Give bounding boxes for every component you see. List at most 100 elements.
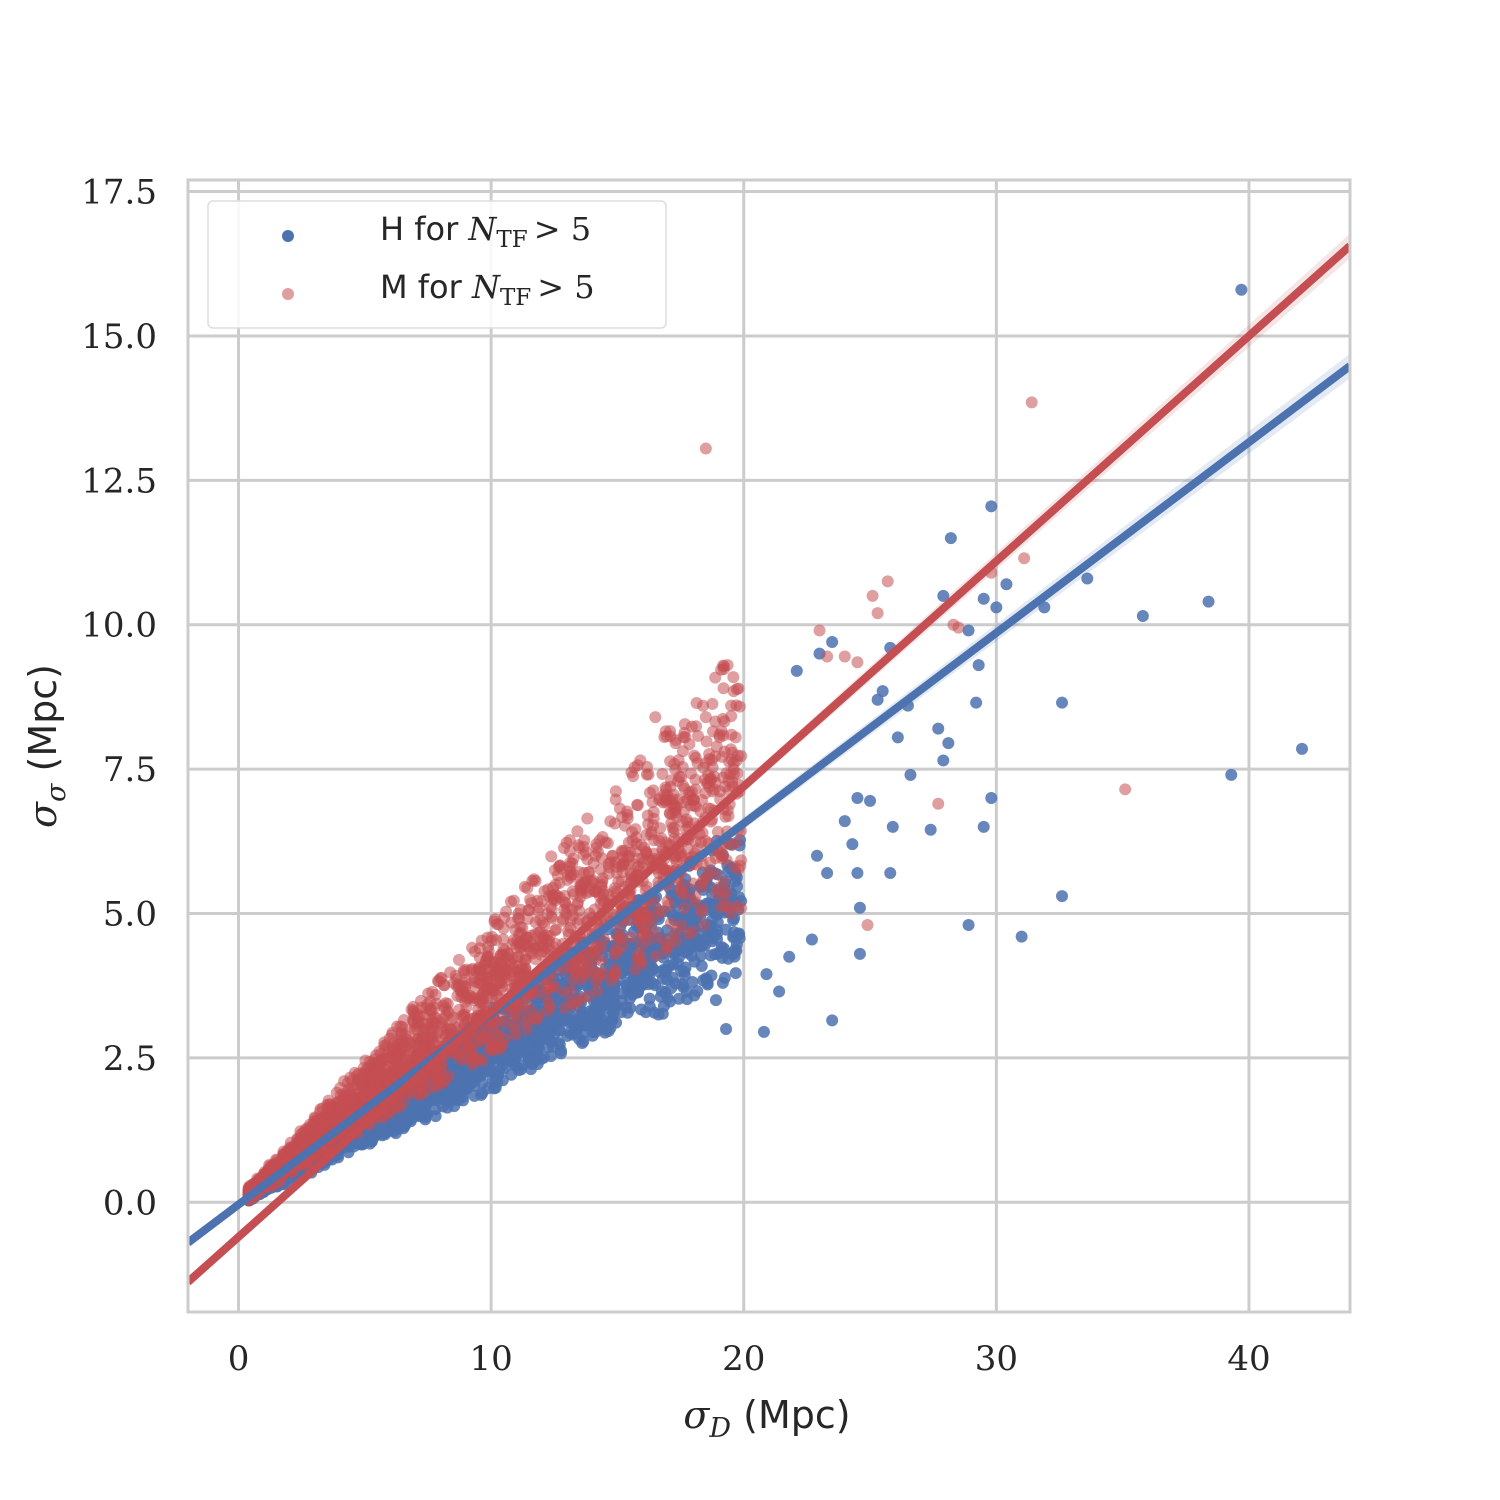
- scatter-point: [846, 838, 859, 851]
- scatter-point: [700, 735, 713, 748]
- scatter-point: [687, 877, 700, 890]
- scatter-point: [853, 901, 866, 914]
- scatter-point: [665, 982, 678, 995]
- scatter-point: [569, 1014, 582, 1027]
- scatter-point: [528, 873, 541, 886]
- scatter-point: [672, 992, 685, 1005]
- scatter-point: [694, 950, 707, 963]
- scatter-point: [691, 985, 704, 998]
- scatter-point: [661, 895, 674, 908]
- scatter-point: [932, 722, 945, 735]
- scatter-point: [972, 659, 985, 672]
- scatter-point: [556, 914, 569, 927]
- scatter-point: [686, 916, 699, 929]
- scatter-point: [690, 697, 703, 710]
- scatter-point: [587, 1012, 600, 1025]
- scatter-point: [678, 969, 691, 982]
- scatter-point: [783, 950, 796, 963]
- scatter-point: [581, 812, 594, 825]
- scatter-point: [586, 1029, 599, 1042]
- scatter-point: [720, 767, 733, 780]
- scatter-point: [653, 965, 666, 978]
- scatter-point: [673, 950, 686, 963]
- scatter-point: [709, 994, 722, 1007]
- scatter-point: [715, 663, 728, 676]
- scatter-point: [732, 927, 745, 940]
- scatter-point: [545, 903, 558, 916]
- scatter-point: [425, 1035, 438, 1048]
- scatter-point: [489, 1081, 502, 1094]
- scatter-point: [515, 963, 528, 976]
- scatter-point: [660, 783, 673, 796]
- scatter-point: [500, 905, 513, 918]
- scatter-point: [344, 1071, 357, 1084]
- scatter-point: [452, 953, 465, 966]
- scatter-point: [640, 828, 653, 841]
- scatter-point: [727, 947, 740, 960]
- scatter-point: [609, 785, 622, 798]
- scatter-point: [719, 923, 732, 936]
- scatter-point: [760, 968, 773, 981]
- scatter-point: [731, 880, 744, 893]
- scatter-point: [838, 815, 851, 828]
- scatter-point: [942, 737, 955, 750]
- scatter-point: [625, 931, 638, 944]
- scatter-point: [608, 963, 621, 976]
- scatter-point: [647, 896, 660, 909]
- scatter-point: [773, 985, 786, 998]
- scatter-point: [458, 966, 471, 979]
- scatter-point: [656, 796, 669, 809]
- scatter-point: [716, 976, 729, 989]
- scatter-point: [520, 1023, 533, 1036]
- scatter-point: [428, 1001, 441, 1014]
- scatter-point: [851, 791, 864, 804]
- scatter-point: [521, 912, 534, 925]
- scatter-point: [618, 819, 631, 832]
- scatter-point: [805, 933, 818, 946]
- scatter-point: [706, 725, 719, 738]
- scatter-point: [626, 988, 639, 1001]
- scatter-point: [430, 1012, 443, 1025]
- scatter-point: [496, 1074, 509, 1087]
- scatter-point: [864, 794, 877, 807]
- scatter-point: [962, 624, 975, 637]
- scatter-point: [937, 589, 950, 602]
- scatter-point: [704, 856, 717, 869]
- scatter-point: [622, 950, 635, 963]
- scatter-point: [572, 994, 585, 1007]
- scatter-point: [717, 876, 730, 889]
- scatter-point: [419, 1111, 432, 1124]
- scatter-point: [985, 500, 998, 513]
- scatter-point: [871, 693, 884, 706]
- scatter-point: [826, 636, 839, 649]
- scatter-point: [640, 973, 653, 986]
- scatter-point: [460, 1082, 473, 1095]
- scatter-point: [790, 664, 803, 677]
- scatter-point: [729, 731, 742, 744]
- scatter-point: [657, 1000, 670, 1013]
- scatter-point: [462, 1068, 475, 1081]
- scatter-point: [924, 823, 937, 836]
- scatter-point: [689, 783, 702, 796]
- scatter-point: [464, 1043, 477, 1056]
- scatter-point: [711, 825, 724, 838]
- scatter-point: [653, 834, 666, 847]
- scatter-point: [937, 754, 950, 767]
- scatter-point: [696, 902, 709, 915]
- scatter-point: [525, 929, 538, 942]
- scatter-point: [810, 849, 823, 862]
- scatter-point: [514, 940, 527, 953]
- scatter-point: [1038, 601, 1051, 614]
- scatter-point: [635, 1003, 648, 1016]
- scatter-point: [426, 985, 439, 998]
- scatter-point: [475, 1089, 488, 1102]
- scatter-point: [474, 1069, 487, 1082]
- scatter-point: [675, 919, 688, 932]
- scatter-point: [588, 1003, 601, 1016]
- scatter-point: [629, 963, 642, 976]
- scatter-point: [635, 939, 648, 952]
- scatter-point: [727, 757, 740, 770]
- scatter-point: [552, 1036, 565, 1049]
- scatter-point: [709, 948, 722, 961]
- scatter-point: [735, 902, 748, 915]
